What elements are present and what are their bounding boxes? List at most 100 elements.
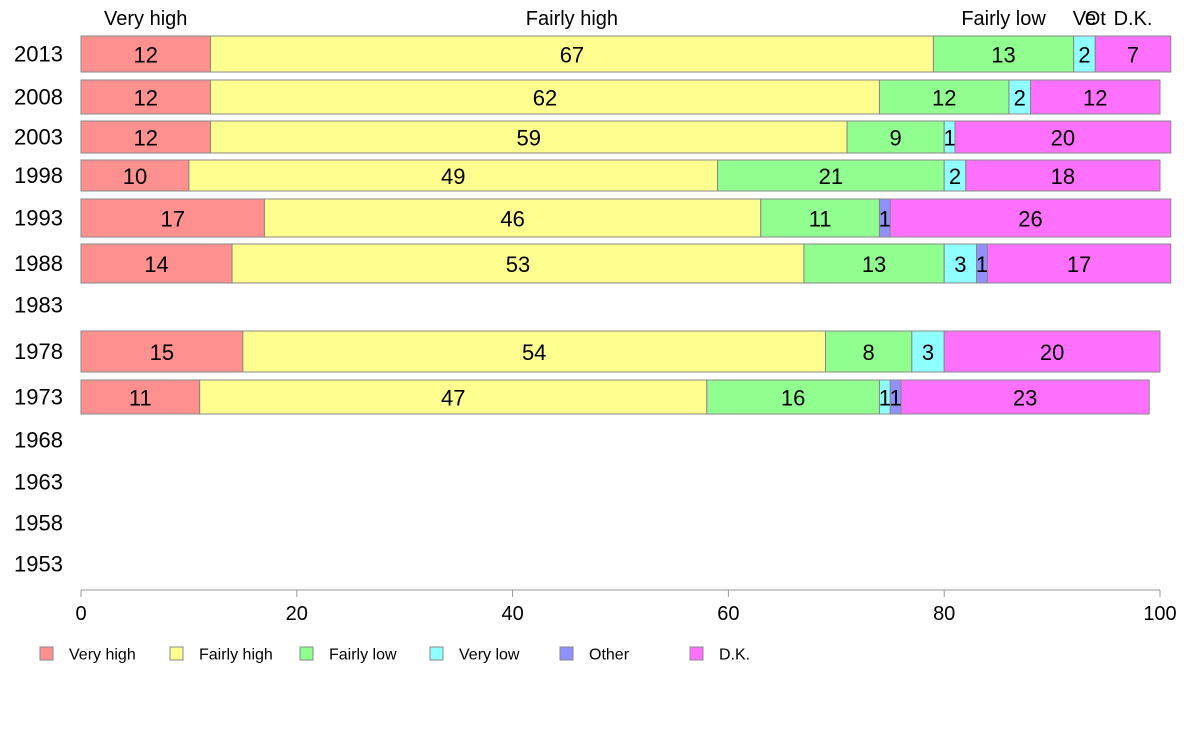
bar-segment <box>717 159 945 192</box>
legend-swatch <box>169 646 184 661</box>
data-label: 11 <box>129 386 152 411</box>
data-label: 7 <box>1127 43 1139 68</box>
legend-label: D.K. <box>719 647 750 664</box>
category-label: 1968 <box>14 428 63 453</box>
data-label: 2 <box>1078 43 1090 68</box>
data-label: 12 <box>133 86 157 111</box>
category-label: 1978 <box>14 339 63 364</box>
data-label: 13 <box>991 43 1015 68</box>
bar-segment <box>760 198 880 238</box>
bar-segment <box>80 379 201 415</box>
legend-label: Very low <box>459 647 520 664</box>
legend-swatch <box>299 646 314 661</box>
category-label: 1983 <box>14 293 63 318</box>
data-label: 16 <box>781 386 805 411</box>
data-label: 12 <box>133 43 157 68</box>
data-label: 3 <box>922 340 934 365</box>
data-label: 1 <box>890 386 902 411</box>
data-label: 1 <box>879 207 891 232</box>
bar-segment <box>80 243 233 284</box>
bar-segment <box>986 243 1172 284</box>
bar-segment <box>80 198 265 238</box>
category-label: 1993 <box>14 206 63 231</box>
legend-swatch <box>429 646 444 661</box>
data-label: 2 <box>949 164 961 189</box>
bar-segment <box>263 198 762 238</box>
data-label: 21 <box>819 164 843 189</box>
bar-segment <box>80 79 211 115</box>
data-label: 12 <box>932 86 956 111</box>
data-label: 26 <box>1018 207 1042 232</box>
data-label: 59 <box>517 126 541 151</box>
x-tick-label: 60 <box>717 603 739 625</box>
data-label: 8 <box>863 340 875 365</box>
data-label: 23 <box>1013 386 1037 411</box>
data-label: 14 <box>144 252 168 277</box>
x-tick-label: 100 <box>1143 603 1176 625</box>
legend-swatch <box>39 646 54 661</box>
legend-label: Very high <box>69 647 136 664</box>
category-label: 1958 <box>14 511 63 536</box>
data-label: 12 <box>1083 86 1107 111</box>
top-label: Fairly low <box>961 8 1046 30</box>
top-label: Very high <box>104 8 187 30</box>
legend-swatch <box>689 646 704 661</box>
bar-segment <box>706 379 880 415</box>
data-label: 1 <box>976 252 988 277</box>
bar-segment <box>199 379 708 415</box>
top-label: Ot <box>1085 8 1107 30</box>
category-label: 2008 <box>14 85 63 110</box>
bar-segment <box>1094 35 1172 73</box>
data-label: 12 <box>133 126 157 151</box>
data-label: 15 <box>150 340 174 365</box>
x-tick-label: 20 <box>286 603 308 625</box>
category-label: 1963 <box>14 470 63 495</box>
legend-label: Fairly low <box>329 647 397 664</box>
data-label: 17 <box>160 207 184 232</box>
legend-swatch <box>559 646 574 661</box>
bar-segment <box>943 330 1161 373</box>
bar-segment <box>965 159 1161 192</box>
data-label: 10 <box>123 164 147 189</box>
bar-segment <box>825 330 913 373</box>
bar-segment <box>242 330 827 373</box>
bar-segment <box>1030 79 1161 115</box>
bar-segment <box>943 243 978 284</box>
data-label: 20 <box>1051 126 1075 151</box>
category-label: 2003 <box>14 125 63 150</box>
bar-segment <box>209 120 848 154</box>
bar-segment <box>889 198 1172 238</box>
data-label: 46 <box>500 207 524 232</box>
data-label: 1 <box>943 126 955 151</box>
data-label: 18 <box>1051 164 1075 189</box>
bar-segment <box>209 79 880 115</box>
data-label: 1 <box>879 386 891 411</box>
top-label: Ve <box>1073 8 1096 30</box>
data-label: 17 <box>1067 252 1091 277</box>
bar-segment <box>209 35 934 73</box>
data-label: 13 <box>862 252 886 277</box>
x-tick-label: 80 <box>933 603 955 625</box>
data-label: 2 <box>1014 86 1026 111</box>
bar-segment <box>231 243 805 284</box>
data-label: 47 <box>441 386 465 411</box>
top-label: D.K. <box>1114 8 1153 30</box>
data-label: 53 <box>506 252 530 277</box>
bar-segment <box>878 79 1010 115</box>
category-label: 1953 <box>14 552 63 577</box>
data-label: 3 <box>954 252 966 277</box>
legend-label: Other <box>589 647 630 664</box>
category-label: 1988 <box>14 251 63 276</box>
x-tick-label: 0 <box>75 603 86 625</box>
data-label: 62 <box>533 86 557 111</box>
data-label: 54 <box>522 340 546 365</box>
bar-segment <box>954 120 1172 154</box>
data-label: 11 <box>809 207 832 232</box>
data-label: 9 <box>890 126 902 151</box>
bar-segment <box>80 330 244 373</box>
data-label: 20 <box>1040 340 1064 365</box>
data-label: 49 <box>441 164 465 189</box>
bar-segment <box>900 379 1150 415</box>
category-label: 2013 <box>14 42 63 67</box>
